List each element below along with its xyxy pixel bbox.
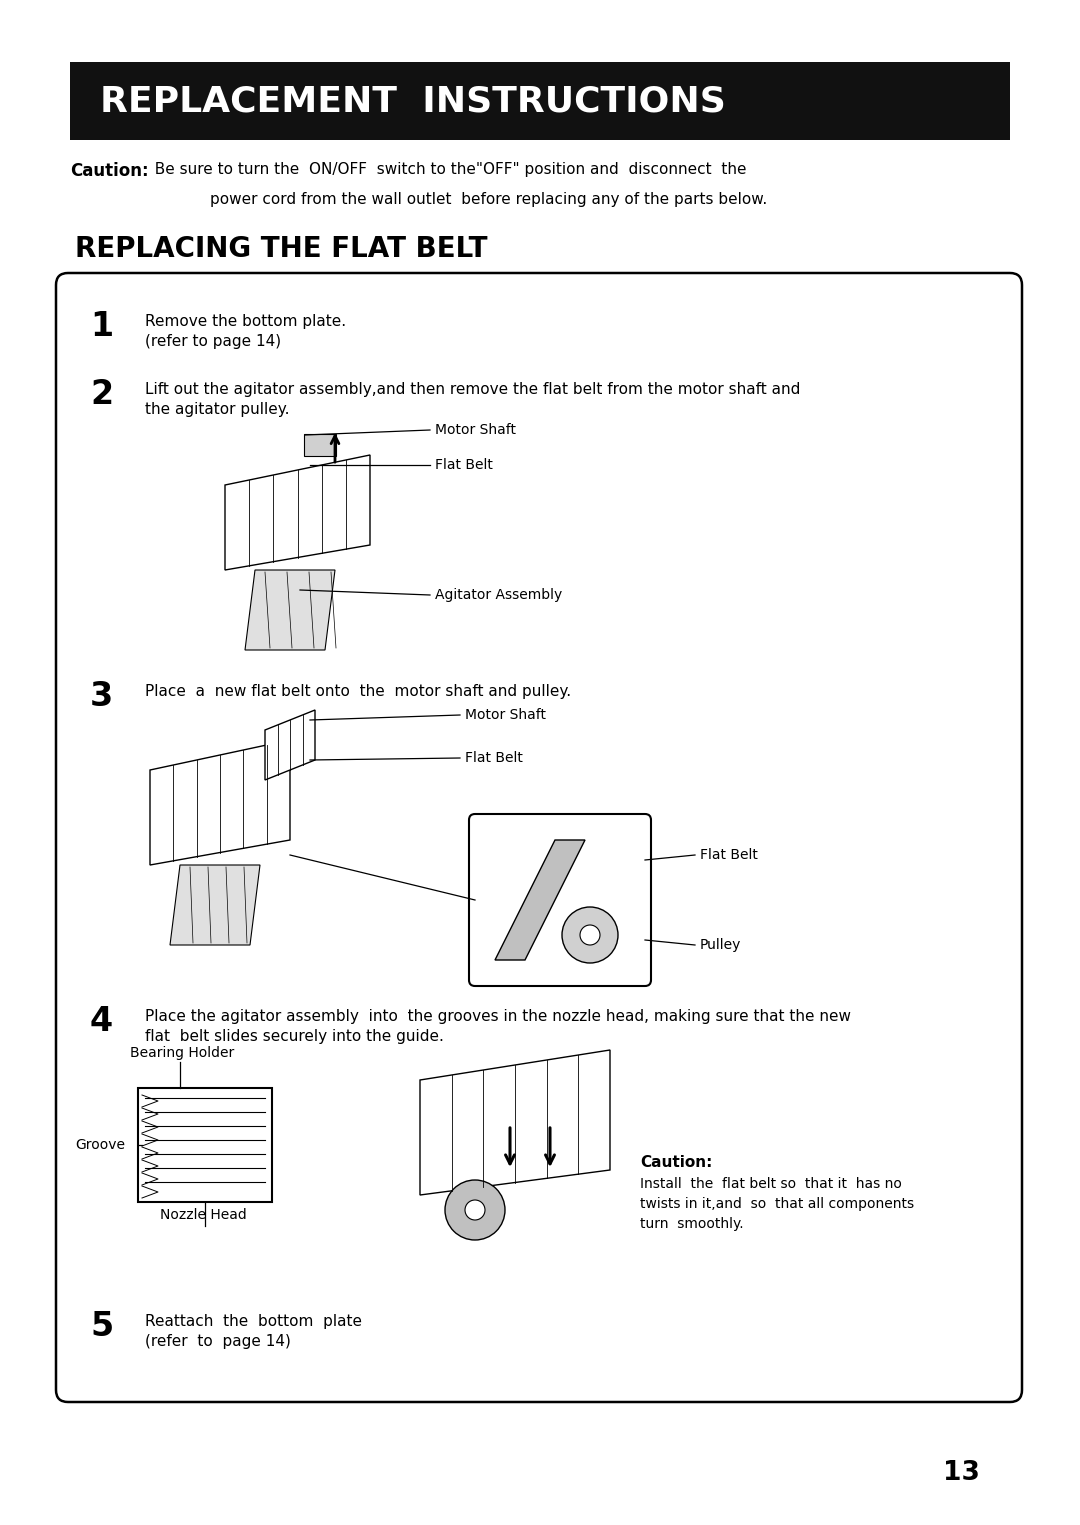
FancyBboxPatch shape	[70, 63, 1010, 140]
Text: Install  the  flat belt so  that it  has no: Install the flat belt so that it has no	[640, 1177, 902, 1191]
Text: REPLACING THE FLAT BELT: REPLACING THE FLAT BELT	[75, 235, 487, 262]
Text: Agitator Assembly: Agitator Assembly	[435, 589, 563, 602]
Text: REPLACEMENT  INSTRUCTIONS: REPLACEMENT INSTRUCTIONS	[100, 85, 726, 119]
Text: 1: 1	[90, 310, 113, 343]
Polygon shape	[420, 1051, 610, 1196]
Text: Caution:: Caution:	[640, 1154, 713, 1170]
Text: the agitator pulley.: the agitator pulley.	[145, 403, 289, 416]
Text: Reattach  the  bottom  plate: Reattach the bottom plate	[145, 1315, 362, 1328]
Text: Pulley: Pulley	[700, 938, 741, 952]
Text: 2: 2	[90, 378, 113, 412]
Text: Nozzle Head: Nozzle Head	[160, 1208, 246, 1222]
Text: Remove the bottom plate.: Remove the bottom plate.	[145, 314, 346, 329]
Text: turn  smoothly.: turn smoothly.	[640, 1217, 744, 1231]
Text: (refer to page 14): (refer to page 14)	[145, 334, 281, 349]
Circle shape	[445, 1180, 505, 1240]
Polygon shape	[245, 570, 335, 650]
Text: Flat Belt: Flat Belt	[435, 458, 492, 473]
Circle shape	[562, 907, 618, 962]
Text: Be sure to turn the  ON/OFF  switch to the"OFF" position and  disconnect  the: Be sure to turn the ON/OFF switch to the…	[145, 162, 746, 177]
Text: Bearing Holder: Bearing Holder	[130, 1046, 234, 1060]
FancyBboxPatch shape	[469, 814, 651, 987]
Text: Lift out the agitator assembly,and then remove the flat belt from the motor shaf: Lift out the agitator assembly,and then …	[145, 381, 800, 396]
Text: Motor Shaft: Motor Shaft	[435, 422, 516, 438]
Text: 5: 5	[90, 1310, 113, 1344]
Text: Groove: Groove	[75, 1138, 125, 1151]
Polygon shape	[265, 711, 315, 779]
Text: flat  belt slides securely into the guide.: flat belt slides securely into the guide…	[145, 1029, 444, 1045]
Text: Flat Belt: Flat Belt	[465, 750, 523, 766]
Text: power cord from the wall outlet  before replacing any of the parts below.: power cord from the wall outlet before r…	[210, 192, 767, 207]
Polygon shape	[495, 840, 585, 961]
Circle shape	[580, 926, 600, 946]
FancyBboxPatch shape	[138, 1087, 272, 1202]
Polygon shape	[170, 865, 260, 946]
Text: Flat Belt: Flat Belt	[700, 848, 758, 862]
Polygon shape	[150, 740, 291, 865]
Text: 13: 13	[943, 1459, 980, 1485]
Polygon shape	[225, 454, 370, 570]
Text: Place  a  new flat belt onto  the  motor shaft and pulley.: Place a new flat belt onto the motor sha…	[145, 685, 571, 698]
Circle shape	[465, 1200, 485, 1220]
Text: Motor Shaft: Motor Shaft	[465, 708, 546, 721]
Text: 3: 3	[90, 680, 113, 714]
FancyBboxPatch shape	[303, 435, 336, 456]
Text: Place the agitator assembly  into  the grooves in the nozzle head, making sure t: Place the agitator assembly into the gro…	[145, 1010, 851, 1023]
Text: 4: 4	[90, 1005, 113, 1039]
Text: twists in it,and  so  that all components: twists in it,and so that all components	[640, 1197, 914, 1211]
Text: (refer  to  page 14): (refer to page 14)	[145, 1334, 291, 1350]
FancyBboxPatch shape	[56, 273, 1022, 1401]
Text: Caution:: Caution:	[70, 162, 149, 180]
